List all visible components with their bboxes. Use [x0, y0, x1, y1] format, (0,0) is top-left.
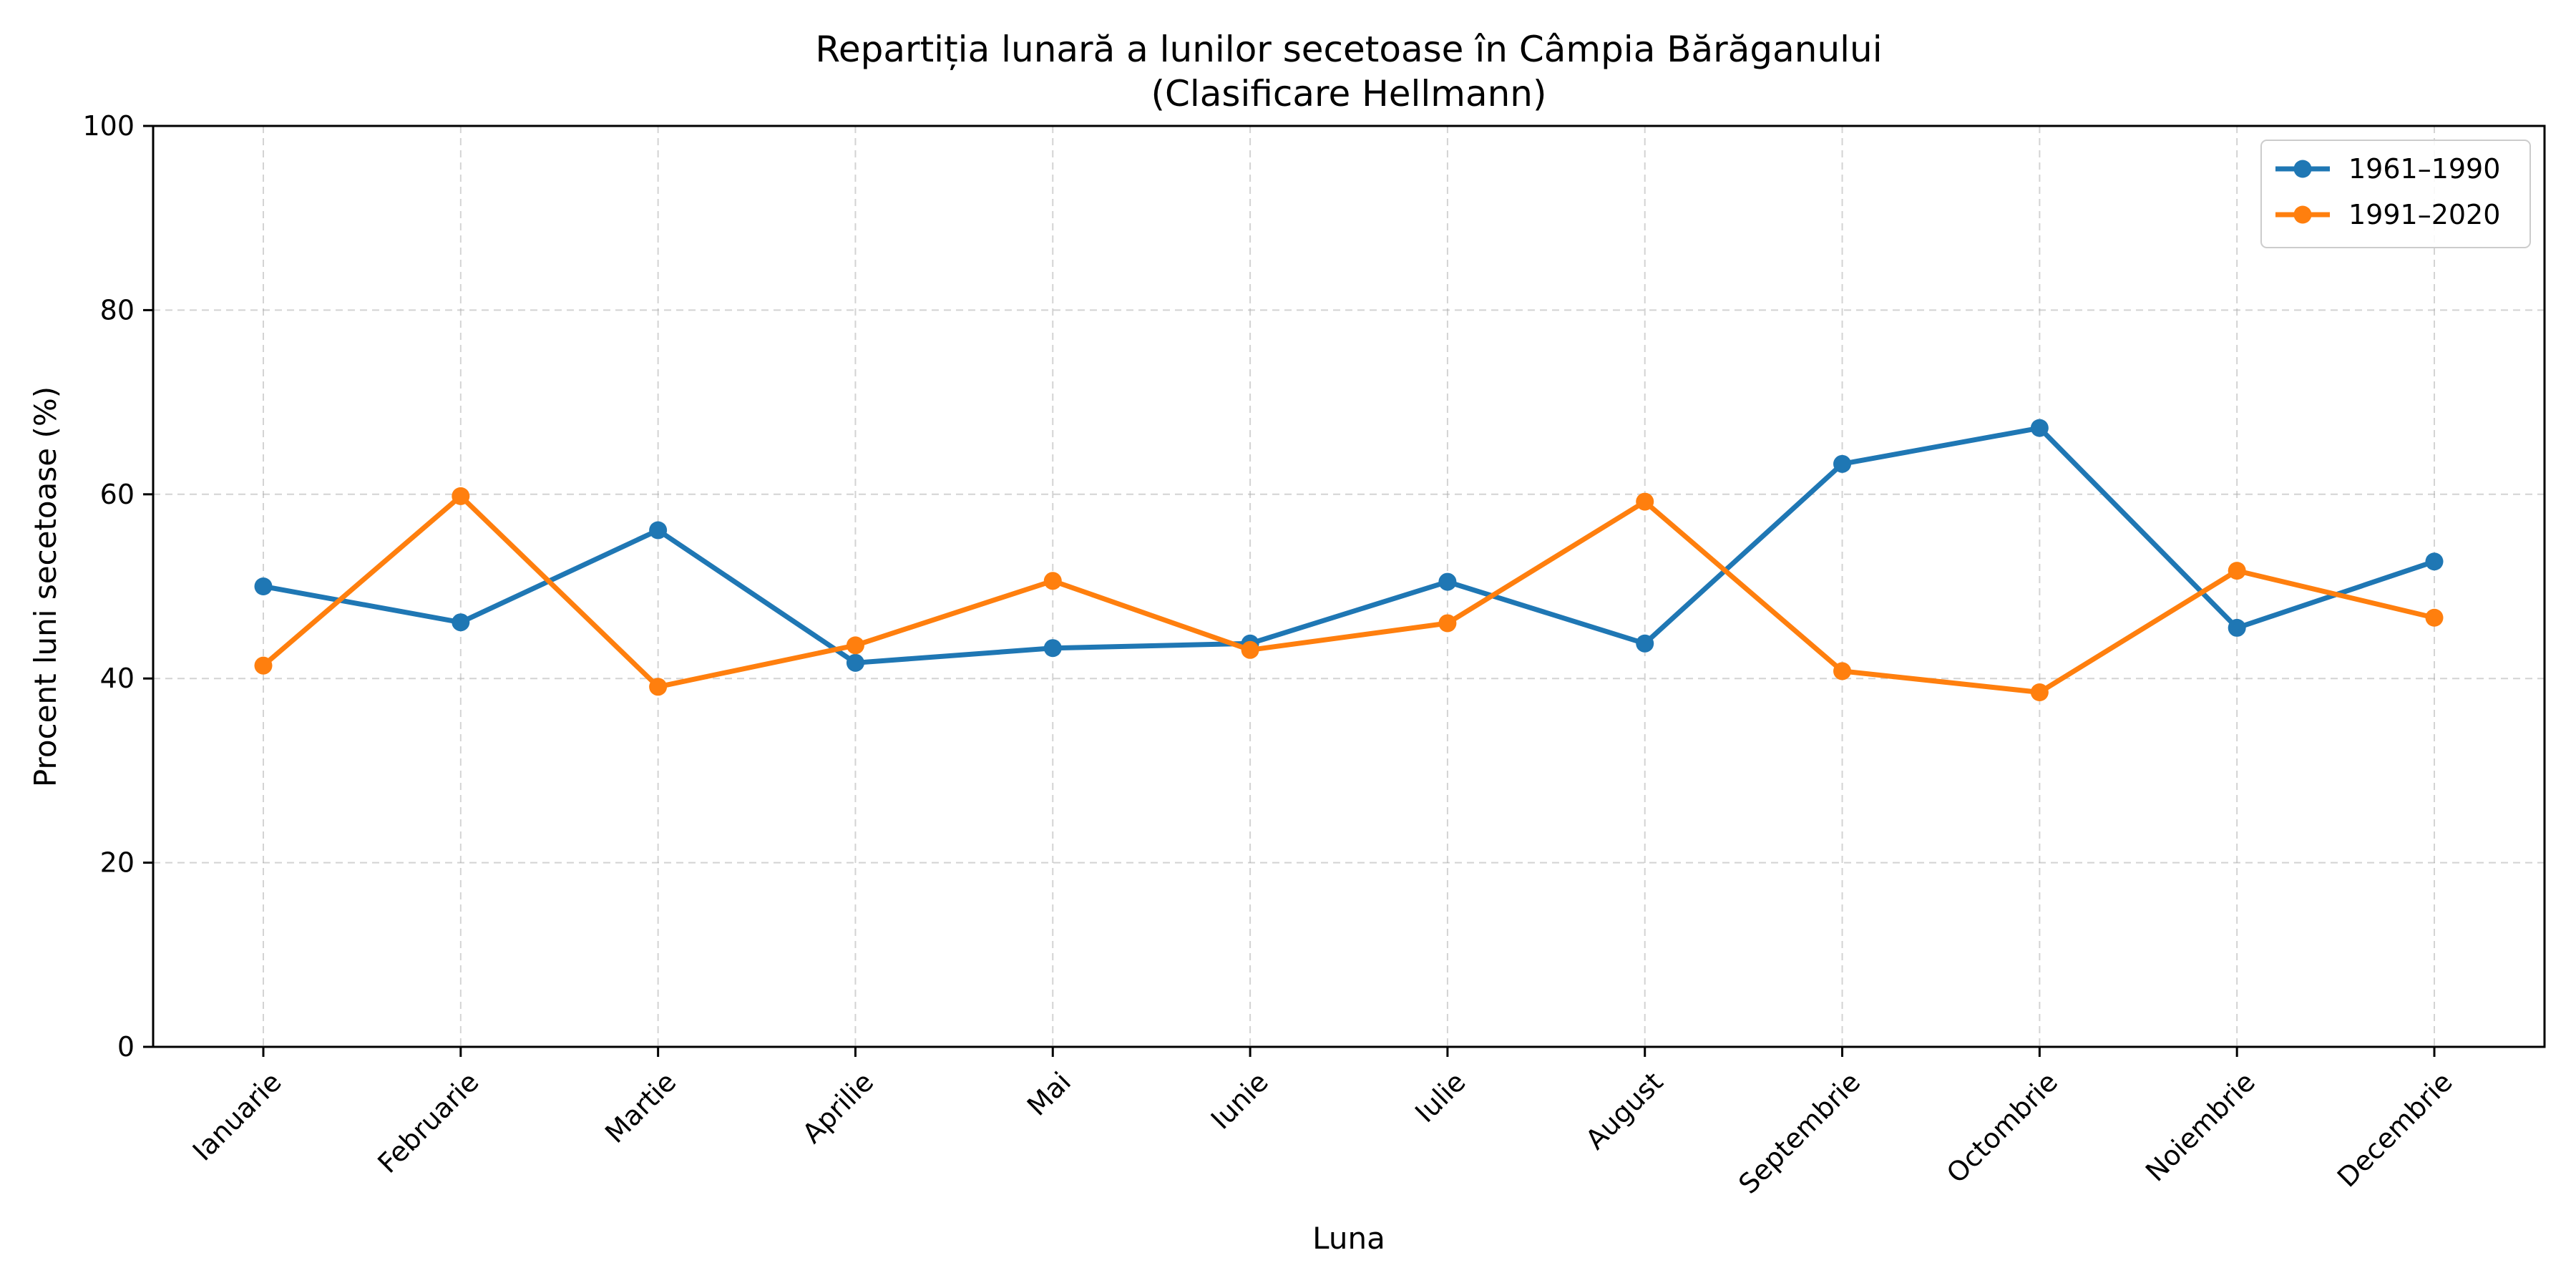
legend-swatch-marker: [2293, 160, 2312, 178]
legend: 1961–1990 1991–2020: [2260, 140, 2531, 248]
data-point: [254, 656, 273, 675]
data-point: [452, 613, 470, 632]
chart-title-line1: Repartiția lunară a lunilor secetoase în…: [815, 29, 1882, 70]
data-point: [649, 678, 668, 696]
data-point: [846, 636, 864, 655]
plot-frame: [152, 125, 2546, 1048]
data-point: [1043, 572, 1062, 590]
data-point: [1438, 572, 1457, 591]
data-point: [2030, 419, 2049, 437]
data-point: [1043, 639, 1062, 658]
data-point: [2228, 562, 2246, 580]
data-point: [1636, 492, 1654, 511]
y-tick-label: 60: [100, 479, 135, 510]
data-point: [2030, 683, 2049, 702]
chart-title-line2: (Clasificare Hellmann): [1151, 73, 1546, 114]
data-point: [254, 577, 273, 595]
series: [254, 419, 2444, 702]
data-point: [846, 653, 864, 672]
axes: [152, 125, 2546, 1048]
data-point: [1833, 662, 1852, 680]
y-tick-label: 80: [100, 294, 135, 326]
legend-label: 1961–1990: [2348, 153, 2500, 185]
data-point: [2425, 552, 2444, 571]
data-point: [649, 521, 668, 540]
legend-label: 1991–2020: [2348, 199, 2500, 230]
y-axis-ticks: 0 20 40 60 80 100: [82, 110, 153, 1063]
series-line: [261, 493, 2435, 696]
series-line: [263, 425, 2436, 665]
y-tick-label: 0: [117, 1031, 135, 1063]
data-point: [452, 487, 470, 505]
data-point: [2425, 608, 2444, 627]
y-tick-label: 40: [100, 663, 135, 694]
series-2: [254, 487, 2444, 702]
data-point: [2228, 618, 2246, 637]
data-point: [1833, 454, 1852, 473]
y-tick-label: 100: [82, 110, 135, 142]
y-tick-label: 20: [100, 847, 135, 879]
data-point: [1636, 634, 1654, 653]
x-axis-label: Luna: [1312, 1221, 1385, 1256]
data-point: [1438, 614, 1457, 633]
y-axis-label: Procent luni secetoase (%): [28, 386, 63, 787]
legend-swatch-marker: [2293, 205, 2312, 224]
data-point: [1241, 640, 1259, 659]
